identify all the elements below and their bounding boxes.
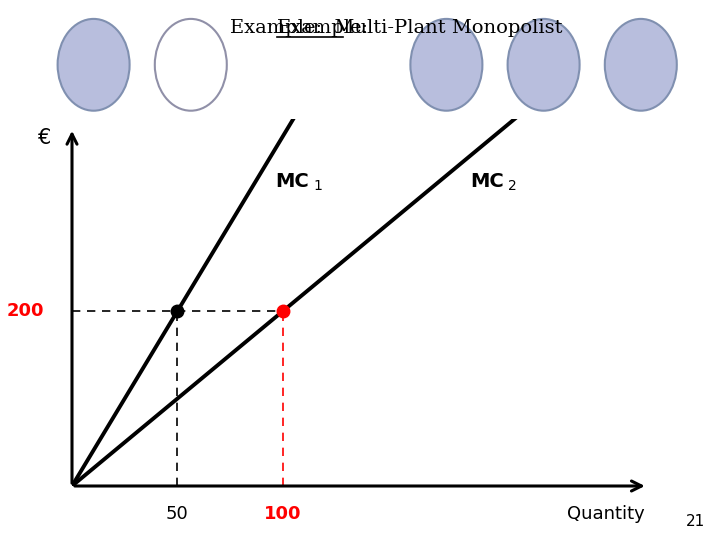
Text: 100: 100 <box>264 505 302 523</box>
Text: Example:: Example: <box>277 19 369 37</box>
Text: €: € <box>38 128 51 148</box>
Text: 2: 2 <box>508 179 517 193</box>
Text: Example:  Multi-Plant Monopolist: Example: Multi-Plant Monopolist <box>230 19 562 37</box>
Text: 21: 21 <box>686 514 706 529</box>
Text: Quantity: Quantity <box>567 505 644 523</box>
Text: MC: MC <box>275 172 309 191</box>
Text: 50: 50 <box>166 505 189 523</box>
Text: 1: 1 <box>313 179 322 193</box>
Text: 200: 200 <box>7 302 45 320</box>
Text: MC: MC <box>470 172 504 191</box>
